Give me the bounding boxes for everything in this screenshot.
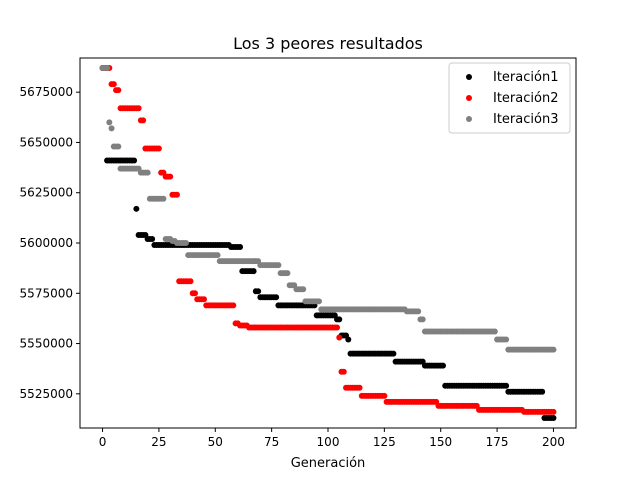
- legend-label: Iteración2: [493, 91, 558, 106]
- data-point: [336, 316, 343, 323]
- legend: Iteración1 Iteración2 Iteración3: [448, 62, 571, 134]
- x-tick-label: 125: [373, 435, 396, 449]
- data-point: [345, 336, 352, 343]
- data-point: [503, 382, 510, 389]
- data-point: [133, 205, 140, 212]
- data-point: [415, 308, 422, 315]
- x-tick-label: 175: [486, 435, 509, 449]
- data-point: [390, 350, 397, 357]
- data-point: [115, 143, 122, 150]
- data-point: [550, 346, 557, 353]
- y-tick-label: 5525000: [20, 387, 73, 401]
- data-point: [550, 408, 557, 415]
- data-point: [201, 296, 207, 303]
- legend-box: [448, 62, 571, 134]
- x-tick-label: 50: [208, 435, 223, 449]
- y-tick-label: 5675000: [20, 85, 73, 99]
- y-axis: 5525000 5550000 5575000 5600000 5625000 56500…: [20, 85, 80, 401]
- data-point: [439, 362, 446, 369]
- data-point: [300, 286, 307, 293]
- data-point: [191, 290, 198, 297]
- x-axis: 0 25 50 75 100 125 150 175 200: [99, 428, 565, 449]
- y-tick-label: 5650000: [20, 135, 73, 149]
- data-point: [334, 324, 341, 331]
- data-point: [182, 240, 189, 246]
- data-point: [214, 252, 221, 259]
- data-point: [275, 262, 282, 269]
- data-point: [340, 368, 347, 375]
- data-point: [135, 105, 142, 112]
- x-axis-label: Generación: [291, 456, 366, 471]
- data-point: [149, 235, 156, 242]
- series-3: [99, 65, 557, 353]
- chart-title: Los 3 peores resultados: [233, 34, 423, 53]
- data-point: [104, 65, 111, 72]
- data-point: [273, 294, 280, 301]
- data-point: [140, 117, 147, 124]
- y-tick-label: 5625000: [20, 186, 73, 200]
- x-tick-label: 25: [151, 435, 166, 449]
- data-point: [315, 298, 322, 305]
- data-point: [173, 191, 180, 198]
- data-point: [336, 334, 343, 341]
- legend-label: Iteración1: [493, 70, 558, 85]
- data-point: [144, 169, 151, 176]
- y-tick-label: 5600000: [20, 236, 73, 250]
- data-point: [381, 392, 388, 399]
- data-point: [255, 288, 262, 295]
- data-point: [550, 414, 557, 421]
- series-2: [99, 65, 557, 415]
- data-point: [131, 157, 138, 164]
- x-tick-label: 100: [317, 435, 340, 449]
- data-point: [108, 125, 115, 132]
- data-point: [230, 302, 237, 309]
- x-tick-label: 75: [264, 435, 279, 449]
- data-point: [250, 268, 257, 275]
- plot-area: [99, 65, 557, 421]
- data-point: [503, 336, 510, 343]
- data-point: [115, 87, 122, 94]
- legend-marker: [466, 116, 472, 122]
- data-point: [419, 316, 426, 323]
- x-tick-label: 0: [99, 435, 107, 449]
- data-point: [167, 173, 174, 180]
- legend-marker: [466, 95, 472, 101]
- data-point: [106, 119, 113, 126]
- data-point: [237, 244, 244, 251]
- y-tick-label: 5550000: [20, 337, 73, 351]
- data-point: [187, 278, 194, 285]
- legend-marker: [466, 74, 472, 80]
- data-point: [155, 145, 162, 152]
- x-tick-label: 200: [542, 435, 565, 449]
- x-tick-label: 150: [429, 435, 452, 449]
- data-point: [356, 384, 363, 391]
- data-point: [110, 81, 117, 88]
- data-point: [160, 195, 167, 202]
- data-point: [539, 388, 546, 395]
- legend-label: Iteración3: [493, 112, 558, 127]
- data-point: [284, 270, 291, 277]
- data-point: [491, 328, 498, 335]
- y-tick-label: 5575000: [20, 286, 73, 300]
